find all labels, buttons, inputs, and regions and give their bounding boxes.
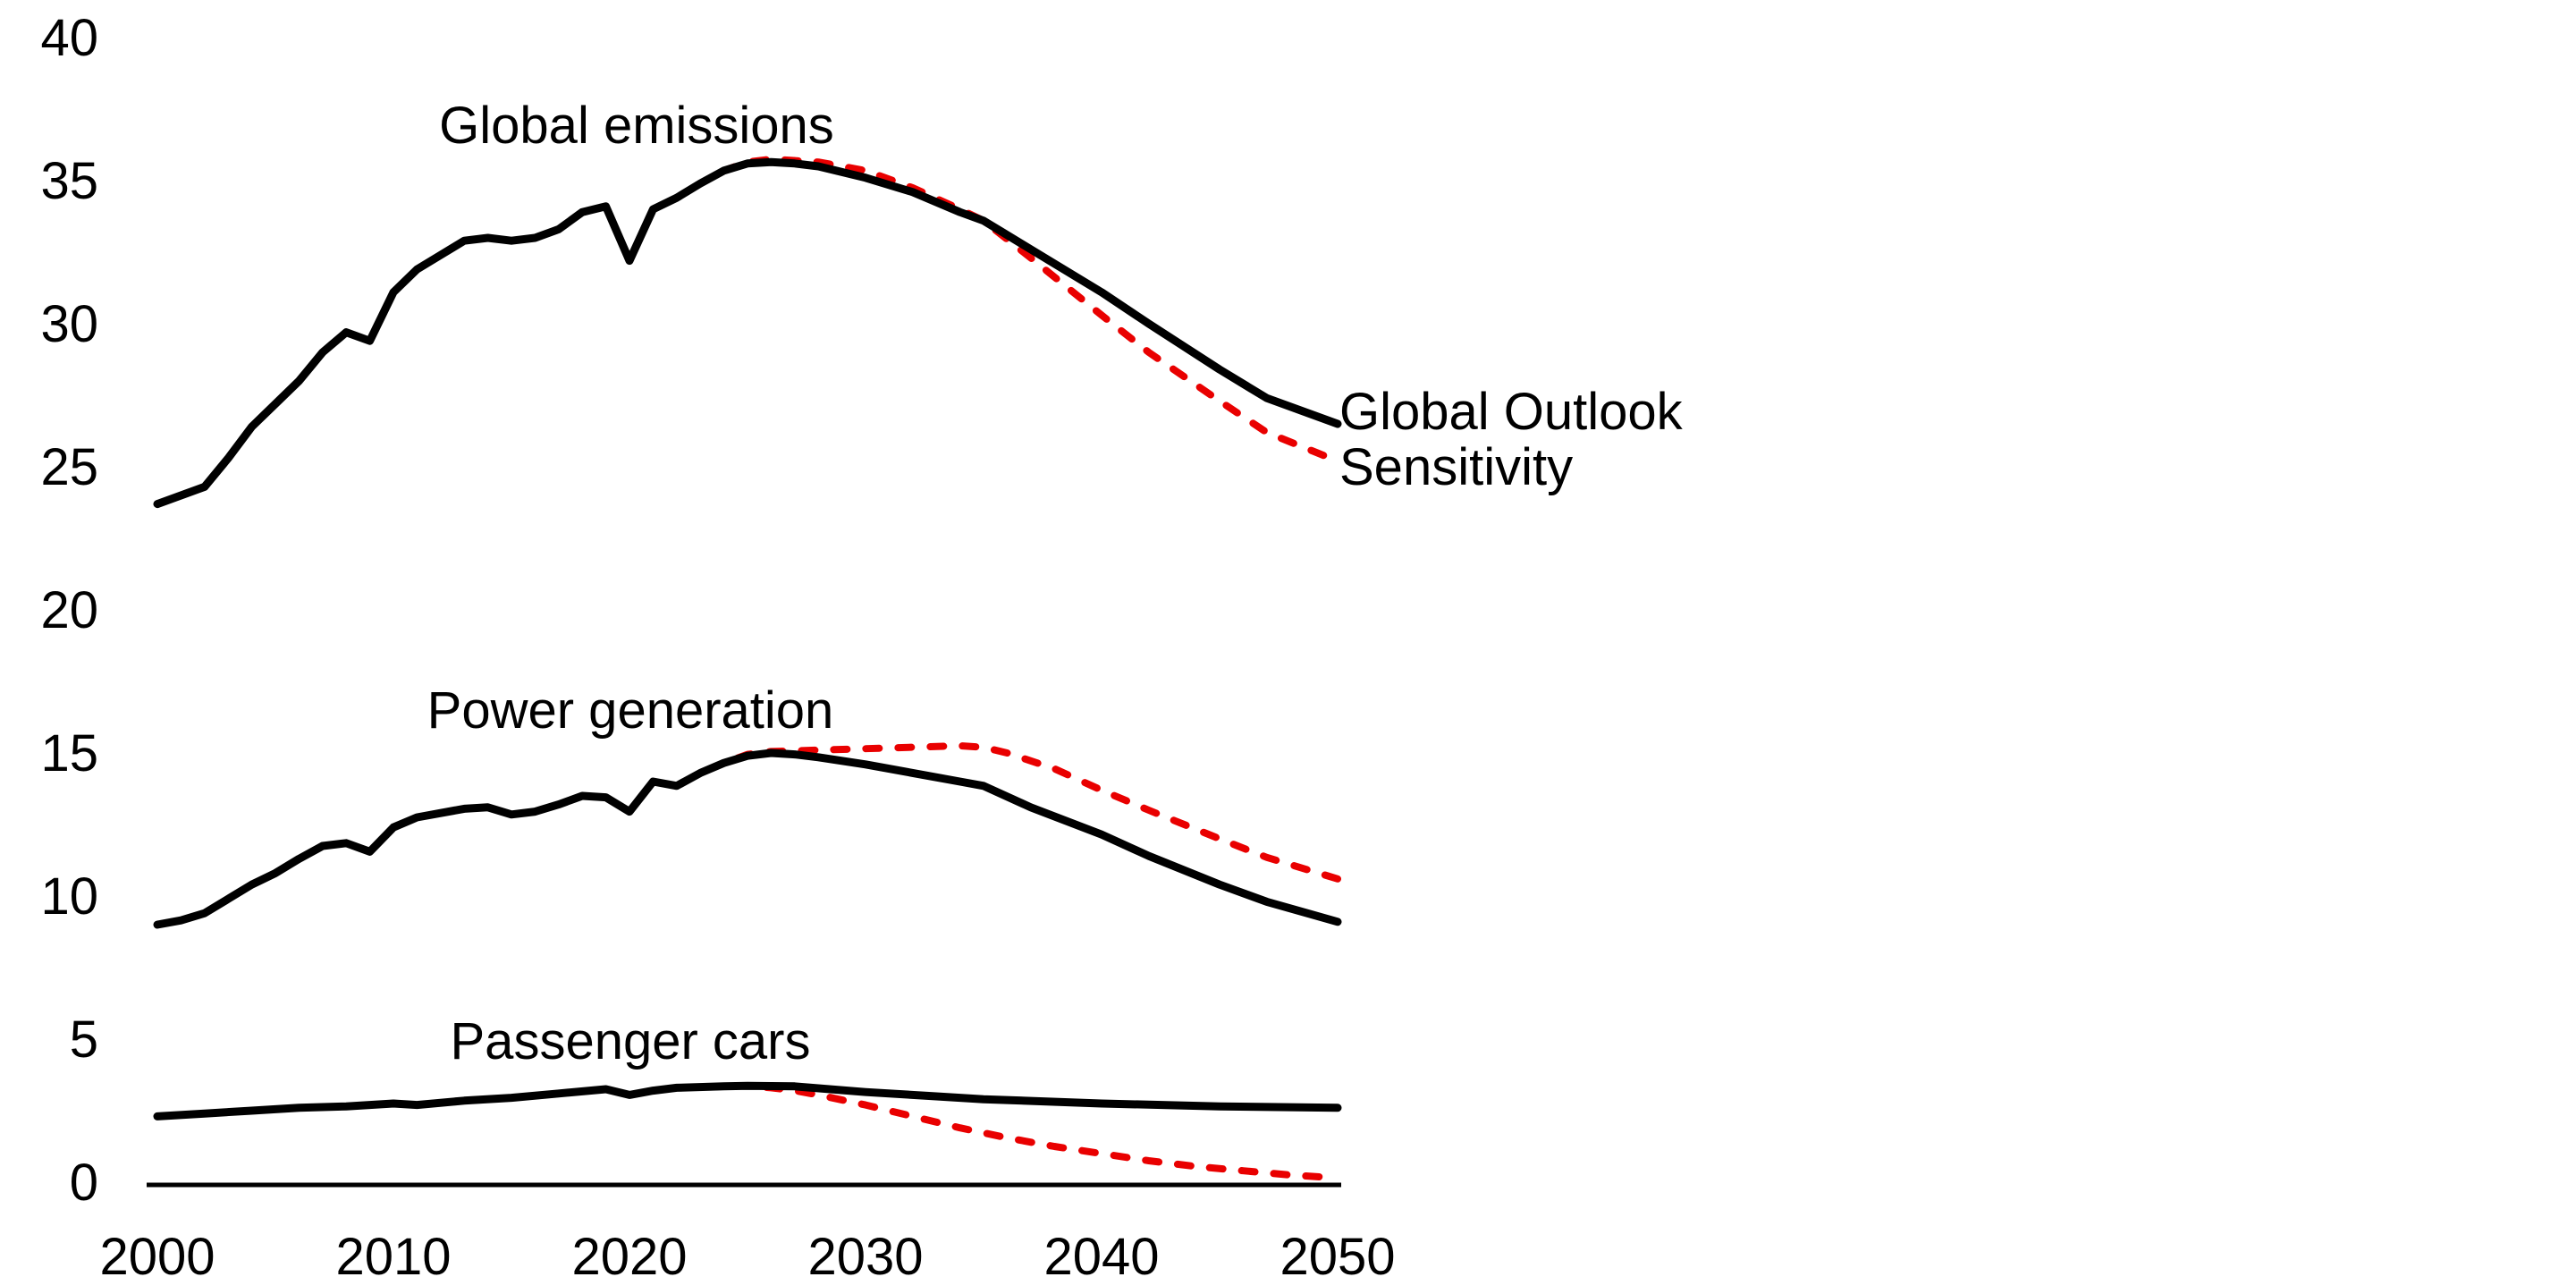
x-tick-label-2000: 2000 [99, 1228, 215, 1277]
panel-label-power-generation: Power generation [427, 681, 834, 740]
panel-label-passenger-cars: Passenger cars [451, 1012, 811, 1070]
x-tick-label-2050: 2050 [1280, 1228, 1395, 1277]
x-tick-label-2020: 2020 [571, 1228, 687, 1277]
x-tick-label-2030: 2030 [807, 1228, 923, 1277]
y-tick-label-5: 5 [70, 1011, 98, 1069]
y-tick-label-35: 35 [40, 152, 98, 210]
global-emissions-outlook-line [153, 157, 1342, 509]
y-tick-label-0: 0 [70, 1154, 98, 1212]
x-tick-label-2010: 2010 [335, 1228, 451, 1277]
y-tick-label-20: 20 [40, 581, 98, 639]
y-tick-label-10: 10 [40, 867, 98, 926]
y-tick-label-15: 15 [40, 724, 98, 782]
y-tick-label-30: 30 [40, 295, 98, 353]
passenger-cars-sensitivity-line [154, 1082, 1341, 1182]
panel-label-global-emissions: Global emissions [439, 97, 834, 155]
legend-global-outlook-label: Global Outlook [1339, 383, 1684, 441]
passenger-cars-outlook-line [153, 1081, 1342, 1121]
plot-layer: 0 5 10 15 20 25 30 35 40 2000 2010 2020 2030 2040 2050 [40, 9, 1395, 1277]
x-tick-label-2040: 2040 [1043, 1228, 1159, 1277]
power-generation-sensitivity-line [154, 742, 1341, 928]
legend-sensitivity-label: Sensitivity [1339, 438, 1573, 496]
y-tick-label-25: 25 [40, 438, 98, 496]
power-generation-outlook-line [153, 748, 1342, 929]
y-tick-label-40: 40 [40, 9, 98, 67]
